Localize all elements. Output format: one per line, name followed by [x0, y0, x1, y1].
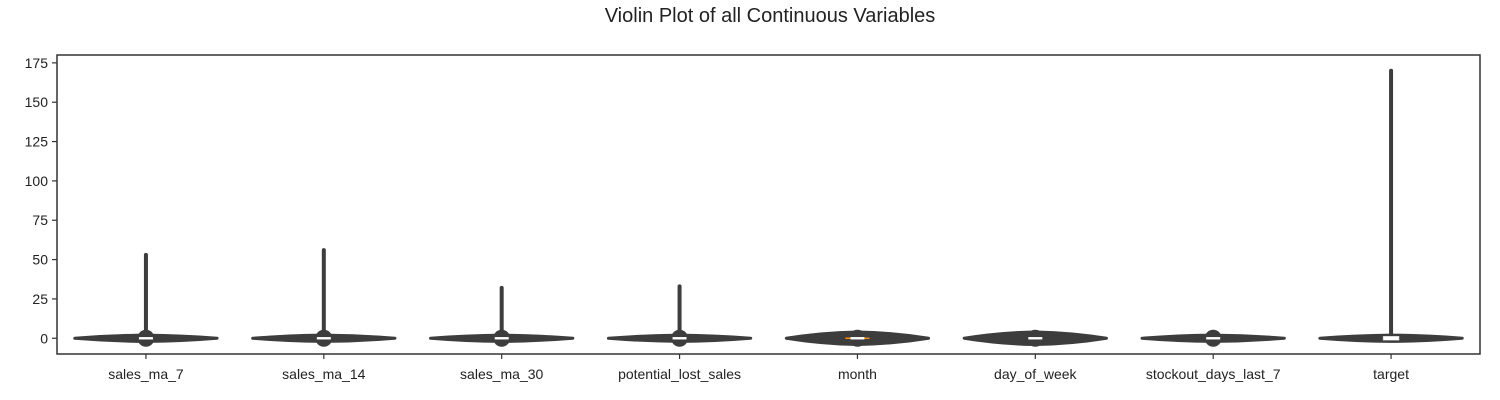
violin-stockout_days_last_7 — [1140, 329, 1286, 347]
x-axis: sales_ma_7 sales_ma_14 sales_ma_30 potentia… — [108, 354, 1409, 382]
violin-target — [1318, 68, 1464, 343]
x-tick-label: month — [838, 366, 877, 382]
violin-sales_ma_30 — [429, 285, 575, 347]
y-tick-label: 25 — [32, 291, 48, 307]
violin-day_of_week — [962, 329, 1108, 347]
x-tick-label: day_of_week — [994, 366, 1078, 382]
x-tick-label: potential_lost_sales — [618, 366, 741, 382]
chart-title: Violin Plot of all Continuous Variables — [604, 5, 936, 27]
x-tick-label: sales_ma_30 — [460, 366, 543, 382]
y-tick-label: 0 — [40, 330, 48, 346]
violin-month — [784, 329, 931, 347]
median-box — [494, 337, 509, 340]
violin-potential_lost_sales — [606, 284, 753, 347]
median-box — [1028, 337, 1043, 340]
y-tick-label: 150 — [25, 94, 49, 110]
x-tick-label: sales_ma_14 — [282, 366, 365, 382]
median-box — [1382, 336, 1400, 341]
median-box — [1206, 337, 1221, 340]
plot-frame — [56, 54, 1481, 355]
violins — [73, 68, 1464, 347]
x-tick-label: stockout_days_last_7 — [1146, 366, 1281, 382]
median-box — [672, 337, 687, 340]
y-tick-label: 125 — [25, 134, 49, 150]
median-box — [316, 337, 331, 340]
x-tick-label: sales_ma_7 — [108, 366, 184, 382]
y-tick-label: 100 — [25, 173, 49, 189]
y-axis: 0 25 50 75 100 125 150 175 — [25, 55, 57, 346]
x-tick-label: target — [1373, 366, 1409, 382]
y-tick-label: 50 — [32, 252, 48, 268]
median-box — [138, 337, 153, 340]
y-tick-label: 75 — [32, 212, 48, 228]
violin-sales_ma_14 — [251, 248, 397, 347]
y-tick-label: 175 — [25, 55, 49, 71]
violin-sales_ma_7 — [73, 252, 219, 347]
median-box — [850, 337, 865, 340]
